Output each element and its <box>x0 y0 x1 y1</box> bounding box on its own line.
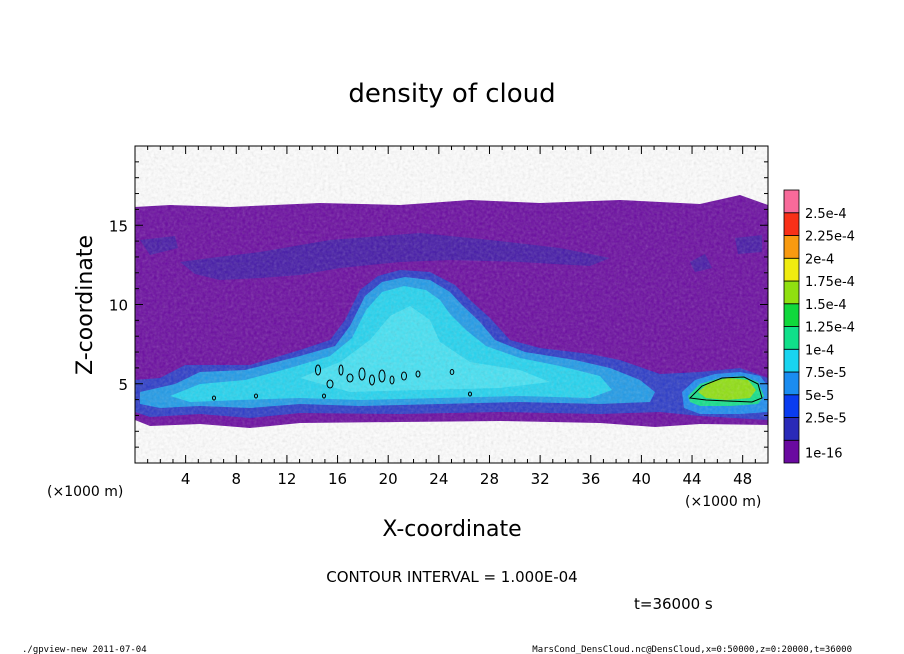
x-axis: 4 8 12 16 20 24 28 32 36 40 44 48 <box>147 146 756 488</box>
colorbar-cell <box>783 189 800 214</box>
x-tick-label: 44 <box>682 470 701 488</box>
contour-interval-label: CONTOUR INTERVAL = 1.000E-04 <box>326 568 577 586</box>
colorbar-cell <box>783 371 800 396</box>
contour-lines <box>212 364 763 403</box>
colorbar-cell <box>783 417 800 441</box>
x-tick-label: 8 <box>232 470 242 488</box>
colorbar: 1e-16 2.5e-5 5e-5 7.5e-5 1e-4 1.25e-4 1.5e-4 1.… <box>783 189 855 464</box>
x-tick-label: 32 <box>531 470 550 488</box>
colorbar-label: 2.5e-5 <box>805 412 847 427</box>
x-tick-label: 28 <box>480 470 499 488</box>
colorbar-cell <box>783 257 800 282</box>
y-axis-unit: (×1000 m) <box>47 484 123 500</box>
colorbar-label: 7.5e-5 <box>805 366 847 381</box>
colorbar-cell <box>783 326 800 350</box>
colorbar-cell <box>783 235 800 259</box>
y-tick-label: 5 <box>118 376 128 394</box>
colorbar-label: 1e-16 <box>805 447 843 462</box>
colorbar-cell <box>783 348 800 373</box>
chart-title: density of cloud <box>348 79 555 109</box>
colorbar-label: 1.5e-4 <box>805 298 847 313</box>
colorbar-label: 1.25e-4 <box>805 321 855 336</box>
colorbar-label: 2.25e-4 <box>805 230 855 245</box>
colorbar-cell <box>783 212 800 236</box>
x-tick-label: 20 <box>379 470 398 488</box>
x-tick-label: 4 <box>181 470 191 488</box>
x-tick-label: 16 <box>328 470 347 488</box>
colorbar-label: 1.75e-4 <box>805 275 855 290</box>
colorbar-cell <box>783 394 800 418</box>
footer-left: ./gpview-new 2011-07-04 <box>22 645 147 654</box>
colorbar-label: 2e-4 <box>805 252 834 267</box>
colorbar-label: 1e-4 <box>805 343 834 358</box>
time-label: t=36000 s <box>634 595 713 613</box>
y-tick-label: 10 <box>109 297 128 315</box>
x-tick-label: 24 <box>429 470 448 488</box>
colorbar-label: 2.5e-4 <box>805 207 847 222</box>
x-tick-label: 36 <box>581 470 600 488</box>
y-tick-label: 15 <box>109 217 128 235</box>
x-tick-label: 40 <box>632 470 651 488</box>
colorbar-cell <box>783 303 800 327</box>
x-tick-label: 12 <box>277 470 296 488</box>
y-axis-label: Z-coordinate <box>73 235 98 375</box>
colorbar-label: 5e-5 <box>805 389 834 404</box>
plot-area <box>135 146 768 463</box>
footer-right: MarsCond_DensCloud.nc@DensCloud,x=0:5000… <box>532 645 852 654</box>
colorbar-cell <box>783 439 800 464</box>
colorbar-cell <box>783 280 800 305</box>
y-axis: 5 10 15 <box>109 161 768 448</box>
x-axis-label: X-coordinate <box>382 517 521 542</box>
x-axis-unit: (×1000 m) <box>685 494 761 510</box>
x-tick-label: 48 <box>733 470 752 488</box>
